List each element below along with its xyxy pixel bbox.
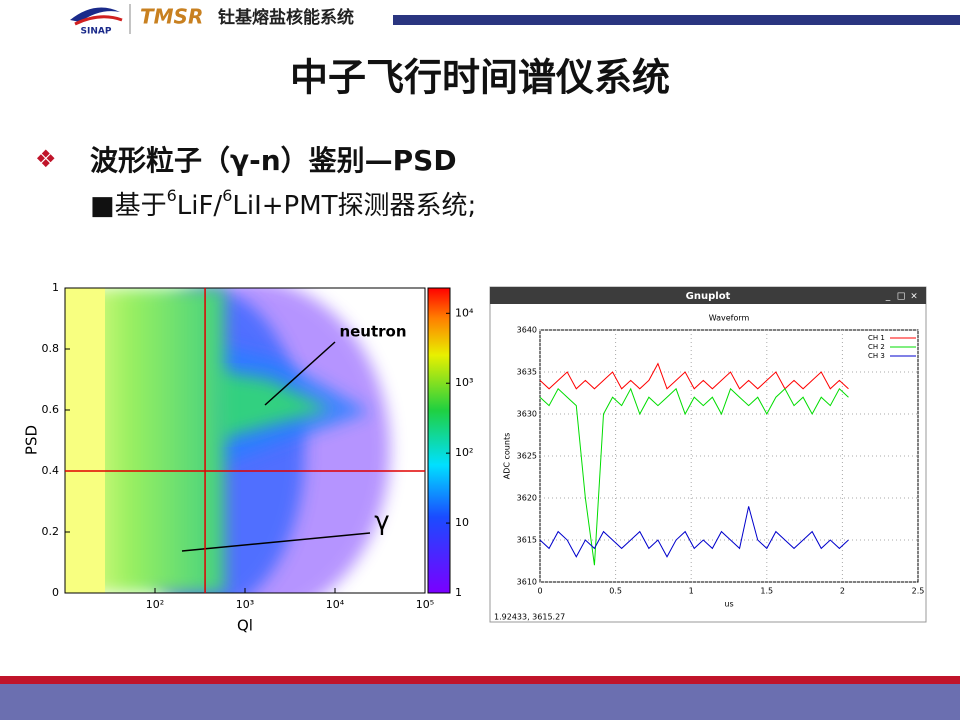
window-title: Gnuplot [686,291,731,302]
colorbar [427,287,451,594]
x-tick-label: 1.5 [760,587,773,596]
y-tick-label: 0.4 [42,464,60,477]
colorbar-tick-label: 10² [455,446,473,459]
status-text: 1.92433, 3615.27 [494,613,565,622]
y-tick-label: 3635 [517,368,537,377]
colorbar-tick-label: 10⁴ [455,306,474,319]
legend-label: CH 1 [868,334,885,342]
logo-swoosh [70,7,120,22]
x-tick-label: 2 [840,587,845,596]
footer-bar [0,684,960,720]
sub-text: LiF/ [177,191,223,221]
y-tick-label: 0.2 [42,525,60,538]
y-tick-label: 3620 [517,494,537,503]
window-titlebar [490,287,926,304]
sub-text: ■基于 [90,191,167,221]
x-tick-label: 10² [146,598,164,611]
slide-title: 中子飞行时间谱仪系统 [290,56,670,100]
chart-title: Waveform [709,314,750,323]
x-tick-label: 2.5 [912,587,925,596]
arrow [264,341,336,406]
window-button: × [910,292,918,302]
bullet-marker: ❖ [35,145,57,173]
y-tick-label: 0 [52,586,59,599]
x-tick-label: 10⁴ [326,598,345,611]
window-button: _ [885,292,891,302]
x-tick-label: 1 [689,587,694,596]
logo-text: TMSR [140,5,203,29]
x-axis-label: Ql [237,617,253,635]
header-bar [393,15,960,25]
series-line [539,387,849,566]
gnuplot-window [489,286,927,623]
y-axis-label: PSD [23,425,41,455]
annotation: neutron [339,323,406,341]
y-tick-label: 3625 [517,452,537,461]
y-tick-label: 3630 [517,410,537,419]
series-line [539,506,849,558]
x-tick-label: 0.5 [609,587,622,596]
y-tick-label: 0.8 [42,342,60,355]
colorbar-tick-label: 1 [455,586,462,599]
sub-text: LiI+PMT探测器系统; [232,191,476,221]
motto: 钍基熔盐核能系统 [218,7,354,28]
logo-swoosh [74,15,123,26]
legend-label: CH 3 [868,352,885,360]
y-tick-label: 3615 [517,536,537,545]
superscript: 6 [167,186,177,205]
x-tick-label: 10³ [236,598,254,611]
window-button: □ [897,292,906,302]
y-tick-label: 3610 [517,578,537,587]
x-axis-label: us [724,600,733,609]
density [210,370,330,440]
series-line [539,362,849,390]
arrow [181,532,371,552]
y-tick-label: 3640 [517,326,537,335]
density [65,288,105,593]
x-tick-label: 10⁵ [416,598,434,611]
x-tick-label: 0 [537,587,542,596]
colorbar-tick-label: 10³ [455,376,473,389]
footer-bar [0,676,960,684]
legend-label: CH 2 [868,343,885,351]
y-tick-label: 0.6 [42,403,60,416]
sub-bullet: ■基于6LiF/6LiI+PMT探测器系统; [90,186,476,221]
y-axis-label: ADC counts [503,433,512,480]
heatmap [65,288,425,593]
y-tick-label: 1 [52,281,59,294]
annotation: γ [374,507,389,537]
org-name: SINAP [81,27,112,37]
superscript: 6 [222,186,232,205]
bullet-text: 波形粒子（γ-n）鉴别—PSD [90,144,457,177]
colorbar-tick-label: 10 [455,516,469,529]
